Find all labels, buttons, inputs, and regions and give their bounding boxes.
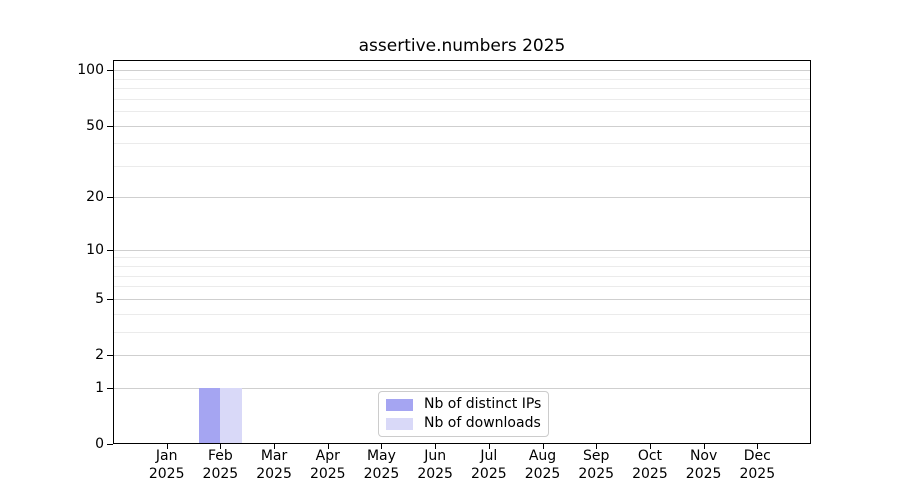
y-tick-label: 20 — [86, 189, 104, 206]
x-tick-mark — [650, 444, 651, 449]
x-tick-mark — [381, 444, 382, 449]
y-gridline-major — [114, 197, 810, 198]
x-tick-mark — [704, 444, 705, 449]
x-tick-label: Sep 2025 — [564, 448, 628, 483]
y-tick-label: 5 — [95, 290, 104, 307]
x-tick-month: Dec — [743, 448, 771, 464]
y-gridline-minor — [114, 286, 810, 287]
x-tick-year: 2025 — [578, 465, 615, 482]
y-gridline-major — [114, 250, 810, 251]
y-gridline-minor — [114, 143, 810, 144]
plot-area — [113, 60, 811, 444]
y-gridline-major — [114, 299, 810, 300]
y-gridline-minor — [114, 166, 810, 167]
x-tick-year: 2025 — [632, 465, 668, 482]
y-gridline-major — [114, 388, 810, 389]
y-gridline-minor — [114, 276, 810, 277]
x-tick-month: Jul — [480, 448, 498, 464]
y-tick-mark — [107, 197, 113, 198]
y-tick-mark — [107, 250, 113, 251]
x-tick-month: Apr — [315, 448, 340, 464]
x-tick-mark — [274, 444, 275, 449]
x-tick-year: 2025 — [256, 465, 292, 482]
y-gridline-minor — [114, 99, 810, 100]
y-tick-mark — [107, 126, 113, 127]
y-gridline-minor — [114, 314, 810, 315]
x-tick-year: 2025 — [202, 465, 239, 482]
y-gridline-major — [114, 70, 810, 71]
y-tick-label: 2 — [95, 347, 104, 363]
x-tick-mark — [328, 444, 329, 449]
x-tick-month: Sep — [583, 448, 610, 464]
y-gridline-minor — [114, 257, 810, 258]
x-tick-year: 2025 — [148, 465, 185, 482]
x-tick-label: May 2025 — [349, 448, 413, 483]
x-tick-month: Mar — [260, 448, 288, 464]
x-tick-label: Oct 2025 — [618, 448, 682, 483]
x-tick-month: Jun — [424, 448, 447, 464]
legend-row-downloads: Nb of downloads — [386, 415, 541, 431]
x-tick-label: Nov 2025 — [672, 448, 736, 483]
x-tick-mark — [489, 444, 490, 449]
x-tick-mark — [435, 444, 436, 449]
y-gridline-minor — [114, 266, 810, 267]
x-tick-year: 2025 — [739, 465, 776, 482]
x-tick-year: 2025 — [363, 465, 400, 482]
x-tick-mark — [220, 444, 221, 449]
x-tick-month: Feb — [207, 448, 233, 464]
plot-inner — [114, 61, 810, 443]
y-gridline-minor — [114, 79, 810, 80]
y-gridline-minor — [114, 332, 810, 333]
x-tick-label: Jan 2025 — [135, 448, 199, 483]
y-gridline-minor — [114, 111, 810, 112]
y-tick-mark — [107, 388, 113, 389]
x-tick-label: Jul 2025 — [457, 448, 521, 483]
legend-row-distinct-ips: Nb of distinct IPs — [386, 396, 542, 412]
y-gridline-major — [114, 355, 810, 356]
x-tick-year: 2025 — [471, 465, 507, 482]
y-tick-mark — [107, 355, 113, 356]
y-tick-label: 10 — [86, 241, 104, 258]
x-tick-year: 2025 — [685, 465, 722, 482]
y-tick-label: 50 — [86, 117, 104, 134]
x-tick-month: May — [366, 448, 396, 464]
x-tick-label: Aug 2025 — [511, 448, 575, 483]
legend-swatch-distinct-ips — [386, 398, 413, 411]
y-tick-label: 0 — [95, 436, 104, 452]
x-tick-mark — [596, 444, 597, 449]
x-tick-label: Apr 2025 — [296, 448, 360, 483]
legend-swatch-downloads — [386, 417, 413, 430]
y-tick-mark — [107, 444, 113, 445]
chart-title: assertive.numbers 2025 — [358, 36, 566, 56]
x-tick-month: Aug — [528, 448, 557, 464]
x-tick-month: Oct — [637, 448, 663, 464]
x-tick-mark — [757, 444, 758, 449]
x-tick-month: Jan — [155, 448, 178, 464]
x-tick-year: 2025 — [417, 465, 453, 482]
bar-nb-of-distinct-ips — [198, 387, 221, 443]
x-tick-label: Dec 2025 — [725, 448, 789, 483]
bar-nb-of-downloads — [220, 387, 242, 443]
x-tick-label: Feb 2025 — [188, 448, 252, 483]
x-tick-year: 2025 — [309, 465, 346, 482]
x-tick-year: 2025 — [524, 465, 561, 482]
y-tick-label: 100 — [77, 62, 104, 79]
y-tick-label: 1 — [95, 379, 104, 396]
y-tick-mark — [107, 70, 113, 71]
x-tick-mark — [543, 444, 544, 449]
y-gridline-minor — [114, 88, 810, 89]
y-tick-mark — [107, 299, 113, 300]
x-tick-label: Mar 2025 — [242, 448, 306, 483]
legend-label-distinct-ips: Nb of distinct IPs — [424, 396, 542, 412]
x-tick-label: Jun 2025 — [403, 448, 467, 483]
y-gridline-major — [114, 126, 810, 127]
legend-label-downloads: Nb of downloads — [424, 415, 541, 431]
x-tick-mark — [167, 444, 168, 449]
x-tick-month: Nov — [689, 448, 718, 464]
legend: Nb of distinct IPs Nb of downloads — [378, 391, 549, 437]
